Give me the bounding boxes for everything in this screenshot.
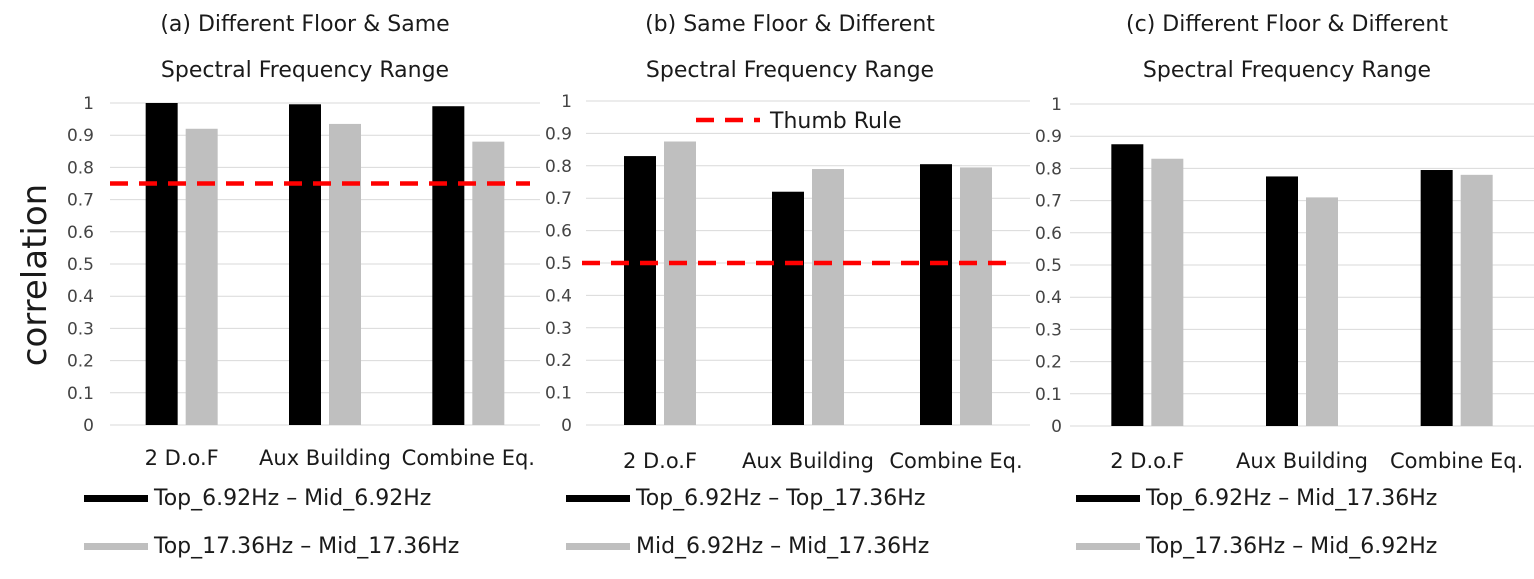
x-category-label: Combine Eq. bbox=[889, 449, 1022, 473]
x-category-label: Aux Building bbox=[742, 449, 874, 473]
y-tick-label: 0.5 bbox=[545, 254, 572, 274]
y-tick-label: 0.1 bbox=[1035, 385, 1062, 405]
legend-swatch-series2 bbox=[1076, 543, 1140, 550]
legend-label: Mid_6.92Hz – Mid_17.36Hz bbox=[636, 534, 930, 559]
legend-swatch-series1 bbox=[84, 495, 148, 502]
x-category-label: 2 D.o.F bbox=[1110, 449, 1184, 473]
y-tick-label: 0.8 bbox=[67, 158, 94, 178]
bar-series2 bbox=[664, 141, 696, 425]
chart-panel-b: (b) Same Floor & Different Spectral Freq… bbox=[545, 0, 1030, 579]
x-category-label: Aux Building bbox=[259, 446, 391, 470]
y-tick-label: 0.8 bbox=[545, 157, 572, 177]
bar-series2 bbox=[1460, 174, 1493, 426]
y-tick-label: 0.6 bbox=[67, 223, 94, 243]
x-category-label: Combine Eq. bbox=[1390, 449, 1523, 473]
chart-plot: 0 0.1 0.2 0.3 0.4 0.5 0.6 0.7 0.8 0.9 1 2 D.o.F Aux … bbox=[545, 92, 1030, 473]
bar-series2 bbox=[1306, 197, 1338, 426]
y-tick-label: 0.2 bbox=[67, 352, 94, 372]
chart-title-line1: (b) Same Floor & Different bbox=[645, 12, 935, 37]
bar-series2 bbox=[960, 167, 992, 426]
threshold-legend-label: Thumb Rule bbox=[769, 109, 902, 134]
bar-series2 bbox=[812, 169, 844, 425]
chart-plot: 0 0.1 0.2 0.3 0.4 0.5 0.6 0.7 0.8 0.9 1 2 D.o.F Aux … bbox=[67, 94, 540, 470]
chart-panel-a: (a) Different Floor & Same Spectral Freq… bbox=[67, 0, 540, 579]
legend-item-series1: Top_6.92Hz – Top_17.36Hz bbox=[566, 486, 925, 511]
bar-series1 bbox=[1111, 144, 1144, 426]
bar-series1 bbox=[145, 103, 178, 425]
legend-swatch-series2 bbox=[566, 543, 630, 550]
legend-item-series2: Top_17.36Hz – Mid_17.36Hz bbox=[84, 534, 459, 559]
y-tick-label: 0.5 bbox=[1035, 256, 1062, 276]
y-tick-label: 0.3 bbox=[545, 319, 572, 339]
legend-label: Top_6.92Hz – Mid_17.36Hz bbox=[1146, 486, 1438, 511]
bar-series1 bbox=[772, 191, 804, 425]
y-tick-label: 1 bbox=[1051, 95, 1062, 115]
chart-title-line2: Spectral Frequency Range bbox=[160, 58, 450, 83]
y-tick-label: 1 bbox=[83, 94, 94, 114]
y-axis-title: correlation bbox=[15, 183, 55, 367]
x-category-label: 2 D.o.F bbox=[145, 446, 219, 470]
y-tick-label: 0.1 bbox=[67, 384, 94, 404]
y-tick-label: 0.9 bbox=[1035, 127, 1062, 147]
y-tick-label: 0.3 bbox=[1035, 320, 1062, 340]
legend-swatch-series2 bbox=[84, 543, 148, 550]
y-tick-label: 0.8 bbox=[1035, 159, 1062, 179]
y-tick-label: 0.2 bbox=[545, 351, 572, 371]
bar-series2 bbox=[472, 141, 505, 425]
legend-label: Top_6.92Hz – Top_17.36Hz bbox=[636, 486, 926, 511]
chart-plot: 0 0.1 0.2 0.3 0.4 0.5 0.6 0.7 0.8 0.9 1 2 D.o.F Aux … bbox=[1035, 95, 1534, 473]
y-tick-label: 0.2 bbox=[1035, 353, 1062, 373]
y-tick-label: 0 bbox=[1051, 417, 1062, 437]
y-tick-label: 0.7 bbox=[67, 191, 94, 211]
chart-title-line2: Spectral Frequency Range bbox=[1142, 58, 1432, 83]
y-tick-label: 0.9 bbox=[67, 126, 94, 146]
legend-item-series2: Mid_6.92Hz – Mid_17.36Hz bbox=[566, 534, 929, 559]
x-category-label: Aux Building bbox=[1236, 449, 1368, 473]
legend-item-series1: Top_6.92Hz – Mid_17.36Hz bbox=[1076, 486, 1437, 511]
y-tick-label: 0.6 bbox=[545, 222, 572, 242]
chart-title-line1: (a) Different Floor & Same bbox=[160, 12, 450, 37]
y-tick-label: 0.4 bbox=[1035, 288, 1062, 308]
y-tick-label: 0.7 bbox=[545, 189, 572, 209]
y-tick-label: 0.5 bbox=[67, 255, 94, 275]
bar-series2 bbox=[185, 128, 218, 425]
legend-label: Top_6.92Hz – Mid_6.92Hz bbox=[154, 486, 432, 511]
bar-series1 bbox=[1266, 176, 1298, 426]
bar-series2 bbox=[329, 123, 361, 426]
legend-item-series2: Top_17.36Hz – Mid_6.92Hz bbox=[1076, 534, 1437, 559]
y-tick-label: 0.9 bbox=[545, 124, 572, 144]
y-axis-title-area: correlation bbox=[0, 0, 70, 579]
chart-title-line1: (c) Different Floor & Different bbox=[1126, 12, 1448, 37]
legend-swatch-series1 bbox=[566, 495, 630, 502]
chart-panel-c: (c) Different Floor & Different Spectral… bbox=[1035, 0, 1534, 579]
legend-item-series1: Top_6.92Hz – Mid_6.92Hz bbox=[84, 486, 431, 511]
x-category-label: Combine Eq. bbox=[402, 446, 535, 470]
x-category-label: 2 D.o.F bbox=[623, 449, 697, 473]
bar-series1 bbox=[1420, 170, 1453, 426]
legend-label: Top_17.36Hz – Mid_6.92Hz bbox=[1146, 534, 1438, 559]
legend-swatch-series1 bbox=[1076, 495, 1140, 502]
legend-label: Top_17.36Hz – Mid_17.36Hz bbox=[154, 534, 460, 559]
bar-series1 bbox=[920, 164, 952, 425]
y-tick-label: 0.7 bbox=[1035, 192, 1062, 212]
chart-title-line2: Spectral Frequency Range bbox=[645, 58, 935, 83]
y-tick-label: 0.4 bbox=[545, 286, 572, 306]
bar-series1 bbox=[624, 156, 656, 425]
bar-series1 bbox=[432, 106, 465, 425]
y-tick-label: 0.6 bbox=[1035, 224, 1062, 244]
y-tick-label: 0.3 bbox=[67, 319, 94, 339]
bar-series2 bbox=[1151, 158, 1184, 427]
y-tick-label: 0.4 bbox=[67, 287, 94, 307]
y-tick-label: 0 bbox=[561, 416, 572, 436]
bar-series1 bbox=[289, 104, 321, 426]
y-tick-label: 0 bbox=[83, 416, 94, 436]
y-tick-label: 1 bbox=[561, 92, 572, 112]
y-tick-label: 0.1 bbox=[545, 384, 572, 404]
